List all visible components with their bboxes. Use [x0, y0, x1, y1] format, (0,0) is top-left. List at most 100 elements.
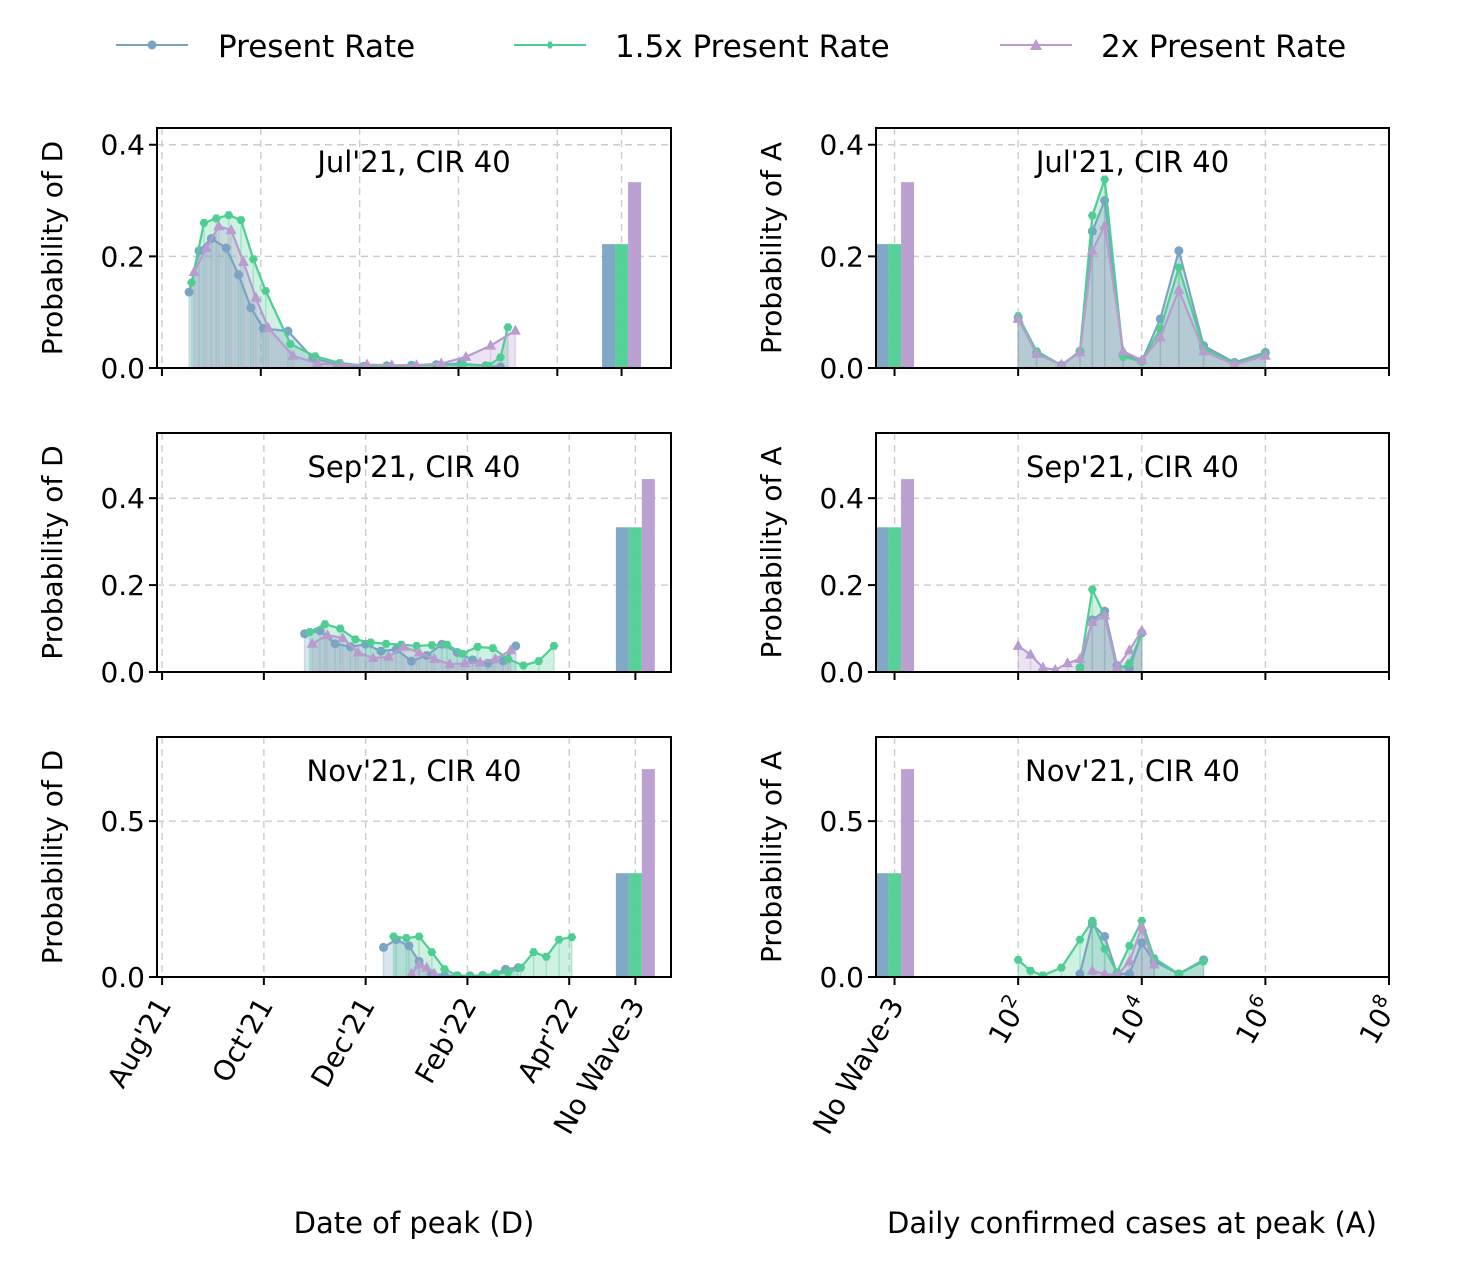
legend-item-1.5x-present-rate: 1.5x Present Rate [514, 29, 890, 65]
data-point [1117, 345, 1129, 356]
data-point [199, 219, 209, 227]
data-point [1148, 958, 1160, 969]
no-wave-bar [628, 182, 642, 368]
data-point [246, 303, 256, 313]
no-wave-bar [888, 873, 902, 977]
data-point [549, 642, 559, 650]
legend-item-present-rate: Present Rate [116, 29, 415, 65]
axes-frame [156, 736, 672, 978]
data-point [285, 340, 295, 348]
data-point [1137, 917, 1147, 925]
panel-Sep21-D: 0.0 0.2 0.4 Probability of D Sep'21, CIR 40 [36, 432, 672, 689]
data-point [1100, 945, 1110, 953]
data-point [1075, 969, 1085, 977]
panel-Nov21-D: 0.0 0.5 Probability of D Nov'21, CIR 40 [36, 736, 672, 994]
data-point [361, 358, 373, 368]
no-wave-bar [888, 527, 902, 672]
data-point [414, 932, 424, 941]
legend-label-2x-present-rate: 2x Present Rate [1101, 29, 1346, 65]
data-point [465, 972, 475, 977]
y-axis-label: Probability of D [36, 750, 69, 964]
data-point [401, 934, 411, 942]
plot-area [157, 433, 671, 672]
data-point [305, 628, 315, 636]
plot-area [876, 128, 1389, 368]
data-point [516, 963, 526, 972]
no-wave-bar [876, 244, 889, 368]
y-tick-label: 0.0 [819, 656, 864, 689]
x-tick-exponent: 2 [997, 991, 1022, 1012]
series-area [393, 936, 572, 977]
data-point [435, 357, 447, 368]
data-point [1025, 648, 1037, 659]
data-point [1037, 661, 1049, 672]
data-point [1136, 354, 1148, 365]
x-tick-label: 106 [1226, 991, 1281, 1050]
y-tick-label: 0.4 [100, 482, 145, 515]
data-point [234, 270, 244, 280]
legend-label-1.5x-present-rate: 1.5x Present Rate [615, 29, 890, 65]
axes-frame [875, 432, 1390, 673]
legend-label-present-rate: Present Rate [218, 29, 415, 65]
no-wave-bar [901, 182, 915, 368]
axes-frame [156, 432, 672, 673]
data-point [1174, 970, 1184, 977]
data-point [503, 323, 513, 332]
data-point [478, 971, 488, 977]
y-tick-label: 0.4 [819, 129, 864, 162]
data-point [411, 359, 422, 368]
data-point [406, 656, 416, 666]
data-point [1124, 969, 1134, 977]
data-point [1038, 971, 1048, 977]
data-point [1074, 652, 1086, 663]
data-point [1074, 346, 1086, 357]
x-tick-label: No Wave-3 [806, 992, 910, 1140]
data-point [406, 967, 417, 977]
data-point [1050, 663, 1060, 672]
data-point [485, 339, 497, 350]
data-point [428, 652, 440, 663]
data-point [440, 965, 449, 974]
data-point [511, 641, 521, 651]
data-point [1100, 175, 1110, 184]
y-tick-label: 0.5 [819, 805, 864, 838]
data-point [1012, 312, 1024, 323]
no-wave-bar [602, 244, 616, 368]
data-point [351, 635, 360, 644]
data-point [442, 640, 452, 649]
y-axis-label: Probability of A [755, 447, 788, 659]
x-tick-exponent: 4 [1121, 991, 1146, 1012]
y-axis-label: Probability of A [755, 751, 788, 963]
panel-Sep21-A: 0.0 0.2 0.4 Probability of A Sep'21, CIR 40 [755, 432, 1390, 689]
data-point [509, 324, 521, 335]
data-point [505, 644, 517, 655]
plot-area [876, 737, 1389, 977]
y-tick-label: 0.0 [819, 352, 864, 385]
data-point [1174, 246, 1184, 256]
legend-item-2x-present-rate: 2x Present Rate [1000, 29, 1346, 65]
data-point [320, 620, 330, 629]
panel-title: Nov'21, CIR 40 [1025, 754, 1240, 788]
y-tick-label: 0.2 [819, 240, 864, 273]
data-point [554, 935, 564, 944]
no-wave-bar [876, 527, 889, 672]
data-point [335, 624, 345, 633]
data-point [473, 642, 483, 651]
data-point [1259, 349, 1271, 360]
data-point [184, 287, 194, 297]
plot-area [157, 737, 671, 977]
series-area [189, 238, 501, 368]
data-point [1229, 358, 1240, 368]
data-point [459, 657, 471, 668]
no-wave-bar [615, 527, 629, 672]
data-point [452, 971, 462, 977]
data-point [200, 242, 212, 252]
data-point [1154, 331, 1166, 342]
data-point [236, 216, 246, 224]
legend: Present Rate 1.5x Present Rate 2x Presen… [116, 29, 1346, 65]
x-tick-label: Aug'21 [101, 992, 179, 1093]
data-point [383, 650, 395, 661]
data-point [413, 958, 425, 969]
data-point [187, 278, 197, 287]
data-point [413, 646, 425, 657]
